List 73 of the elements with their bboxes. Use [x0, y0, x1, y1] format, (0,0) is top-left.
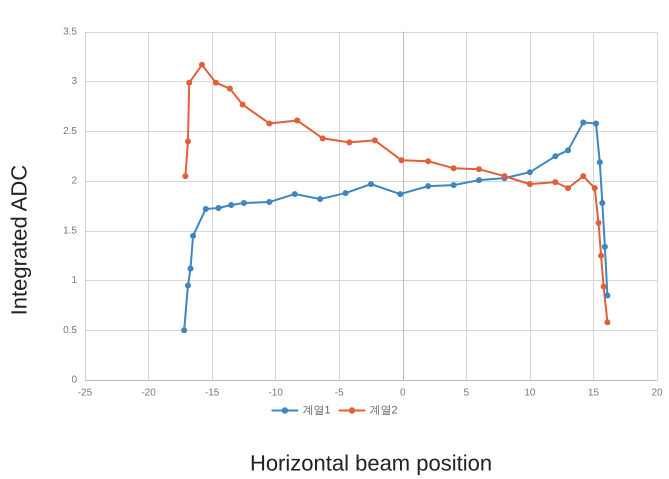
point [450, 165, 457, 172]
x-tick-label: -20 [141, 388, 156, 398]
point [188, 266, 194, 272]
point [604, 319, 610, 326]
point [425, 158, 432, 164]
point [372, 137, 378, 144]
point [292, 191, 298, 198]
point [198, 62, 205, 68]
y-tick-label: 1 [71, 275, 78, 286]
point [552, 153, 558, 160]
point [186, 80, 192, 86]
point [599, 200, 606, 206]
point [240, 102, 246, 108]
point [596, 220, 602, 226]
point [600, 284, 607, 290]
point [526, 169, 533, 176]
point [317, 196, 324, 202]
y-tick-label: 0 [71, 374, 78, 386]
point [266, 120, 272, 126]
point [342, 190, 349, 196]
y-tick-label: 1.5 [63, 225, 78, 236]
x-tick-label: 10 [524, 388, 536, 398]
y-axis-title: Integrated ADC [6, 164, 32, 316]
point [368, 181, 374, 188]
y-tick-label: 2.5 [63, 126, 78, 137]
y-tick-label: 3.5 [63, 26, 78, 38]
point [184, 138, 191, 144]
x-tick-label: -5 [334, 388, 344, 398]
point [450, 182, 457, 188]
point [476, 177, 482, 184]
point [565, 147, 572, 154]
x-tick-label: -25 [78, 388, 93, 398]
legend-label: 계열1 [302, 404, 331, 416]
point [592, 185, 598, 192]
point [476, 166, 482, 172]
point [602, 244, 608, 250]
x-tick-label: 0 [400, 388, 406, 398]
point [425, 183, 432, 190]
x-tick-label: -15 [204, 388, 220, 398]
y-tick-label: 0.5 [63, 324, 78, 336]
point [397, 191, 404, 198]
x-tick-label: 5 [464, 388, 470, 398]
point [346, 139, 352, 146]
point [226, 86, 233, 92]
point [215, 204, 222, 211]
x-tick-label: 20 [651, 388, 663, 398]
point [181, 327, 188, 334]
point [580, 173, 586, 180]
point [212, 80, 219, 86]
point [266, 199, 272, 206]
point [398, 157, 405, 164]
x-axis-title: Horizontal beam position [250, 450, 492, 476]
point [294, 117, 300, 124]
point [592, 120, 599, 126]
x-tick-label: -10 [268, 388, 284, 398]
point [580, 119, 586, 126]
point [598, 252, 604, 259]
point [184, 282, 191, 289]
point [552, 179, 558, 186]
point [182, 173, 188, 180]
point [320, 135, 326, 142]
point [240, 200, 247, 206]
point [596, 159, 603, 166]
x-tick-label: 15 [588, 388, 600, 398]
y-tick-label: 2 [71, 176, 78, 187]
point [228, 202, 234, 208]
legend-label: 계열2 [370, 404, 398, 416]
point [526, 181, 533, 188]
point [604, 292, 610, 298]
point [190, 232, 196, 239]
y-tick-label: 3 [71, 76, 78, 88]
point [202, 206, 209, 212]
point [565, 185, 572, 192]
